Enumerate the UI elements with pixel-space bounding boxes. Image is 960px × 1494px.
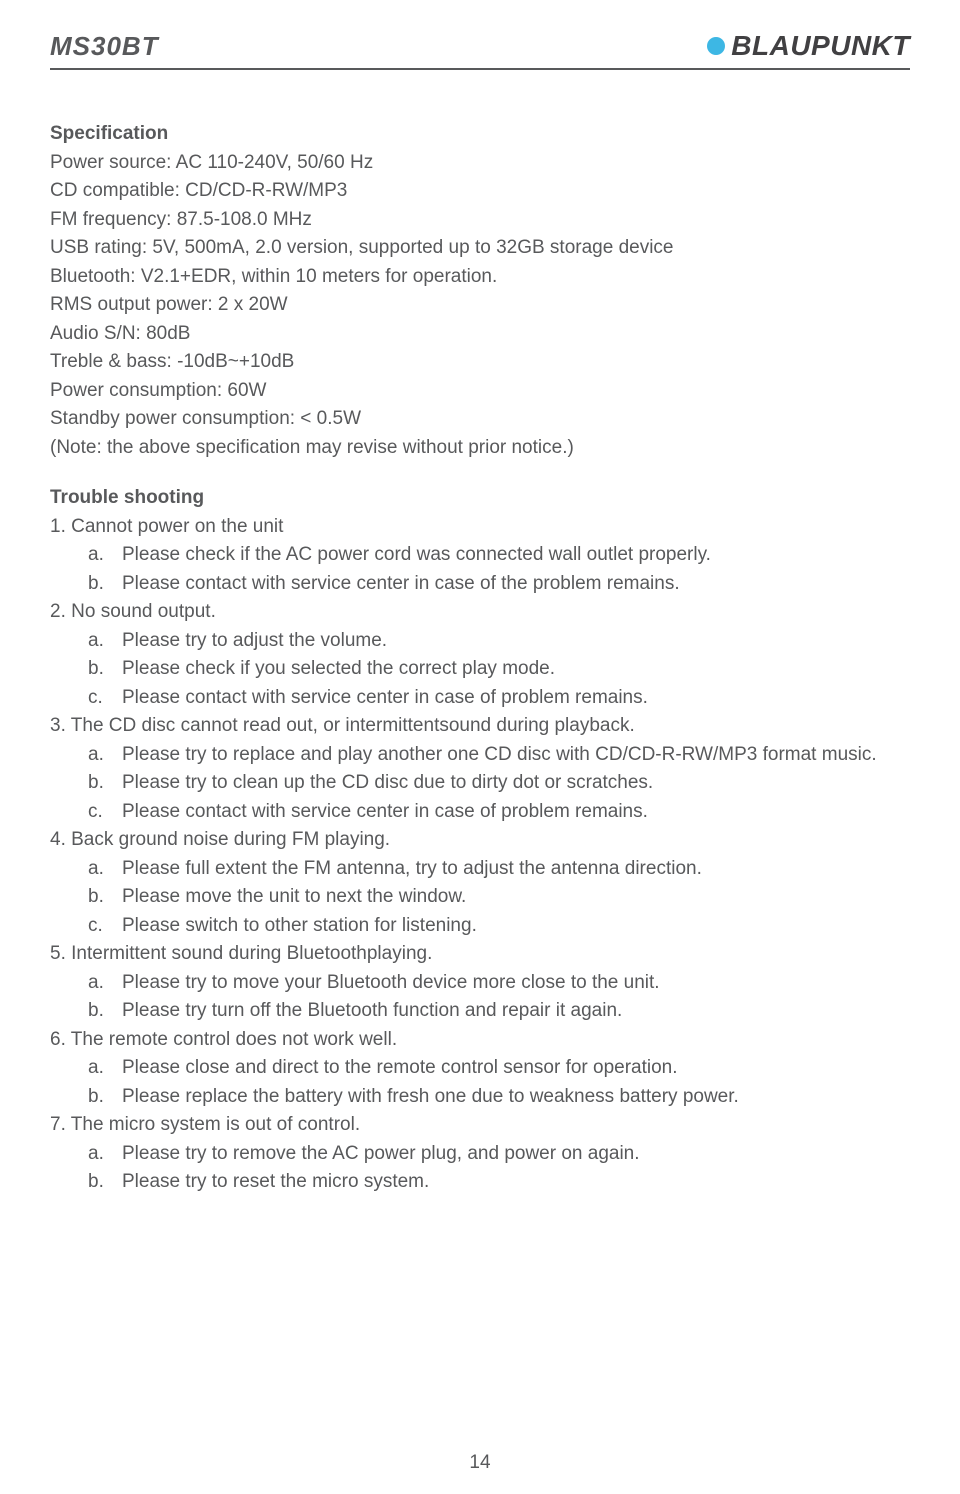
spec-line: RMS output power: 2 x 20W [50, 291, 910, 320]
sub-letter: a. [88, 1140, 122, 1169]
troubleshooting-subitem: a.Please close and direct to the remote … [88, 1054, 910, 1083]
sub-text: Please close and direct to the remote co… [122, 1054, 910, 1083]
sub-letter: b. [88, 1168, 122, 1197]
sub-letter: b. [88, 883, 122, 912]
troubleshooting-sublist: a.Please try to adjust the volume.b.Plea… [50, 627, 910, 713]
spec-line: FM frequency: 87.5-108.0 MHz [50, 206, 910, 235]
sub-text: Please try to replace and play another o… [122, 741, 910, 770]
spec-line: (Note: the above specification may revis… [50, 434, 910, 463]
page-content: Specification Power source: AC 110-240V,… [50, 120, 910, 1197]
troubleshooting-subitem: c.Please contact with service center in … [88, 798, 910, 827]
troubleshooting-sublist: a.Please check if the AC power cord was … [50, 541, 910, 598]
sub-text: Please check if you selected the correct… [122, 655, 910, 684]
troubleshooting-item-title: 1. Cannot power on the unit [50, 513, 910, 542]
sub-letter: a. [88, 627, 122, 656]
spec-title: Specification [50, 120, 910, 149]
model-number: MS30BT [50, 31, 159, 62]
troubleshooting-subitem: b.Please try to reset the micro system. [88, 1168, 910, 1197]
spec-line: Bluetooth: V2.1+EDR, within 10 meters fo… [50, 263, 910, 292]
troubleshooting-item-title: 5. Intermittent sound during Bluetoothpl… [50, 940, 910, 969]
spec-line: CD compatible: CD/CD-R-RW/MP3 [50, 177, 910, 206]
sub-letter: b. [88, 769, 122, 798]
sub-letter: c. [88, 684, 122, 713]
spec-line: Standby power consumption: < 0.5W [50, 405, 910, 434]
sub-text: Please try to clean up the CD disc due t… [122, 769, 910, 798]
troubleshooting-sublist: a.Please try to remove the AC power plug… [50, 1140, 910, 1197]
sub-letter: a. [88, 541, 122, 570]
troubleshooting-item: 3. The CD disc cannot read out, or inter… [50, 712, 910, 826]
spec-line: Treble & bass: -10dB~+10dB [50, 348, 910, 377]
sub-text: Please replace the battery with fresh on… [122, 1083, 910, 1112]
troubleshooting-subitem: b.Please try turn off the Bluetooth func… [88, 997, 910, 1026]
sub-text: Please try turn off the Bluetooth functi… [122, 997, 910, 1026]
spec-line: Power consumption: 60W [50, 377, 910, 406]
spec-line: USB rating: 5V, 500mA, 2.0 version, supp… [50, 234, 910, 263]
brand-name: BLAUPUNKT [731, 30, 910, 62]
sub-text: Please try to reset the micro system. [122, 1168, 910, 1197]
sub-text: Please full extent the FM antenna, try t… [122, 855, 910, 884]
sub-letter: a. [88, 1054, 122, 1083]
troubleshooting-item: 1. Cannot power on the unita.Please chec… [50, 513, 910, 599]
troubleshooting-subitem: a.Please try to remove the AC power plug… [88, 1140, 910, 1169]
troubleshooting-item-title: 7. The micro system is out of control. [50, 1111, 910, 1140]
troubleshooting-subitem: a.Please check if the AC power cord was … [88, 541, 910, 570]
troubleshooting-item-title: 3. The CD disc cannot read out, or inter… [50, 712, 910, 741]
troubleshooting-sublist: a.Please try to move your Bluetooth devi… [50, 969, 910, 1026]
troubleshooting-sublist: a.Please full extent the FM antenna, try… [50, 855, 910, 941]
sub-letter: a. [88, 969, 122, 998]
troubleshooting-subitem: b.Please try to clean up the CD disc due… [88, 769, 910, 798]
sub-text: Please try to adjust the volume. [122, 627, 910, 656]
page-number: 14 [0, 1452, 960, 1474]
sub-letter: b. [88, 655, 122, 684]
sub-text: Please contact with service center in ca… [122, 570, 910, 599]
troubleshooting-subitem: b.Please contact with service center in … [88, 570, 910, 599]
troubleshooting-sublist: a.Please try to replace and play another… [50, 741, 910, 827]
troubleshooting-sublist: a.Please close and direct to the remote … [50, 1054, 910, 1111]
troubleshooting-subitem: a.Please full extent the FM antenna, try… [88, 855, 910, 884]
troubleshooting-item: 4. Back ground noise during FM playing.a… [50, 826, 910, 940]
troubleshooting-subitem: c.Please contact with service center in … [88, 684, 910, 713]
brand-logo: BLAUPUNKT [707, 30, 910, 62]
sub-letter: b. [88, 1083, 122, 1112]
troubleshooting-item: 5. Intermittent sound during Bluetoothpl… [50, 940, 910, 1026]
troubleshooting-list: 1. Cannot power on the unita.Please chec… [50, 513, 910, 1197]
troubleshooting-subitem: b.Please check if you selected the corre… [88, 655, 910, 684]
troubleshooting-item-title: 6. The remote control does not work well… [50, 1026, 910, 1055]
troubleshooting-subitem: a.Please try to replace and play another… [88, 741, 910, 770]
troubleshooting-section: Trouble shooting 1. Cannot power on the … [50, 484, 910, 1197]
troubleshooting-item-title: 4. Back ground noise during FM playing. [50, 826, 910, 855]
troubleshooting-subitem: c.Please switch to other station for lis… [88, 912, 910, 941]
sub-text: Please try to remove the AC power plug, … [122, 1140, 910, 1169]
sub-letter: b. [88, 570, 122, 599]
troubleshooting-subitem: b.Please move the unit to next the windo… [88, 883, 910, 912]
sub-letter: a. [88, 855, 122, 884]
spec-line: Power source: AC 110-240V, 50/60 Hz [50, 149, 910, 178]
sub-letter: c. [88, 798, 122, 827]
sub-text: Please move the unit to next the window. [122, 883, 910, 912]
page-header: MS30BT BLAUPUNKT [50, 30, 910, 70]
sub-text: Please try to move your Bluetooth device… [122, 969, 910, 998]
troubleshooting-item: 6. The remote control does not work well… [50, 1026, 910, 1112]
sub-text: Please switch to other station for liste… [122, 912, 910, 941]
brand-dot-icon [707, 37, 725, 55]
troubleshooting-item: 2. No sound output.a.Please try to adjus… [50, 598, 910, 712]
sub-text: Please check if the AC power cord was co… [122, 541, 910, 570]
sub-letter: b. [88, 997, 122, 1026]
spec-line: Audio S/N: 80dB [50, 320, 910, 349]
troubleshooting-title: Trouble shooting [50, 484, 910, 513]
sub-letter: a. [88, 741, 122, 770]
sub-letter: c. [88, 912, 122, 941]
troubleshooting-subitem: a.Please try to move your Bluetooth devi… [88, 969, 910, 998]
sub-text: Please contact with service center in ca… [122, 684, 910, 713]
troubleshooting-subitem: a.Please try to adjust the volume. [88, 627, 910, 656]
spec-list: Power source: AC 110-240V, 50/60 HzCD co… [50, 149, 910, 463]
sub-text: Please contact with service center in ca… [122, 798, 910, 827]
troubleshooting-item: 7. The micro system is out of control.a.… [50, 1111, 910, 1197]
troubleshooting-item-title: 2. No sound output. [50, 598, 910, 627]
troubleshooting-subitem: b.Please replace the battery with fresh … [88, 1083, 910, 1112]
